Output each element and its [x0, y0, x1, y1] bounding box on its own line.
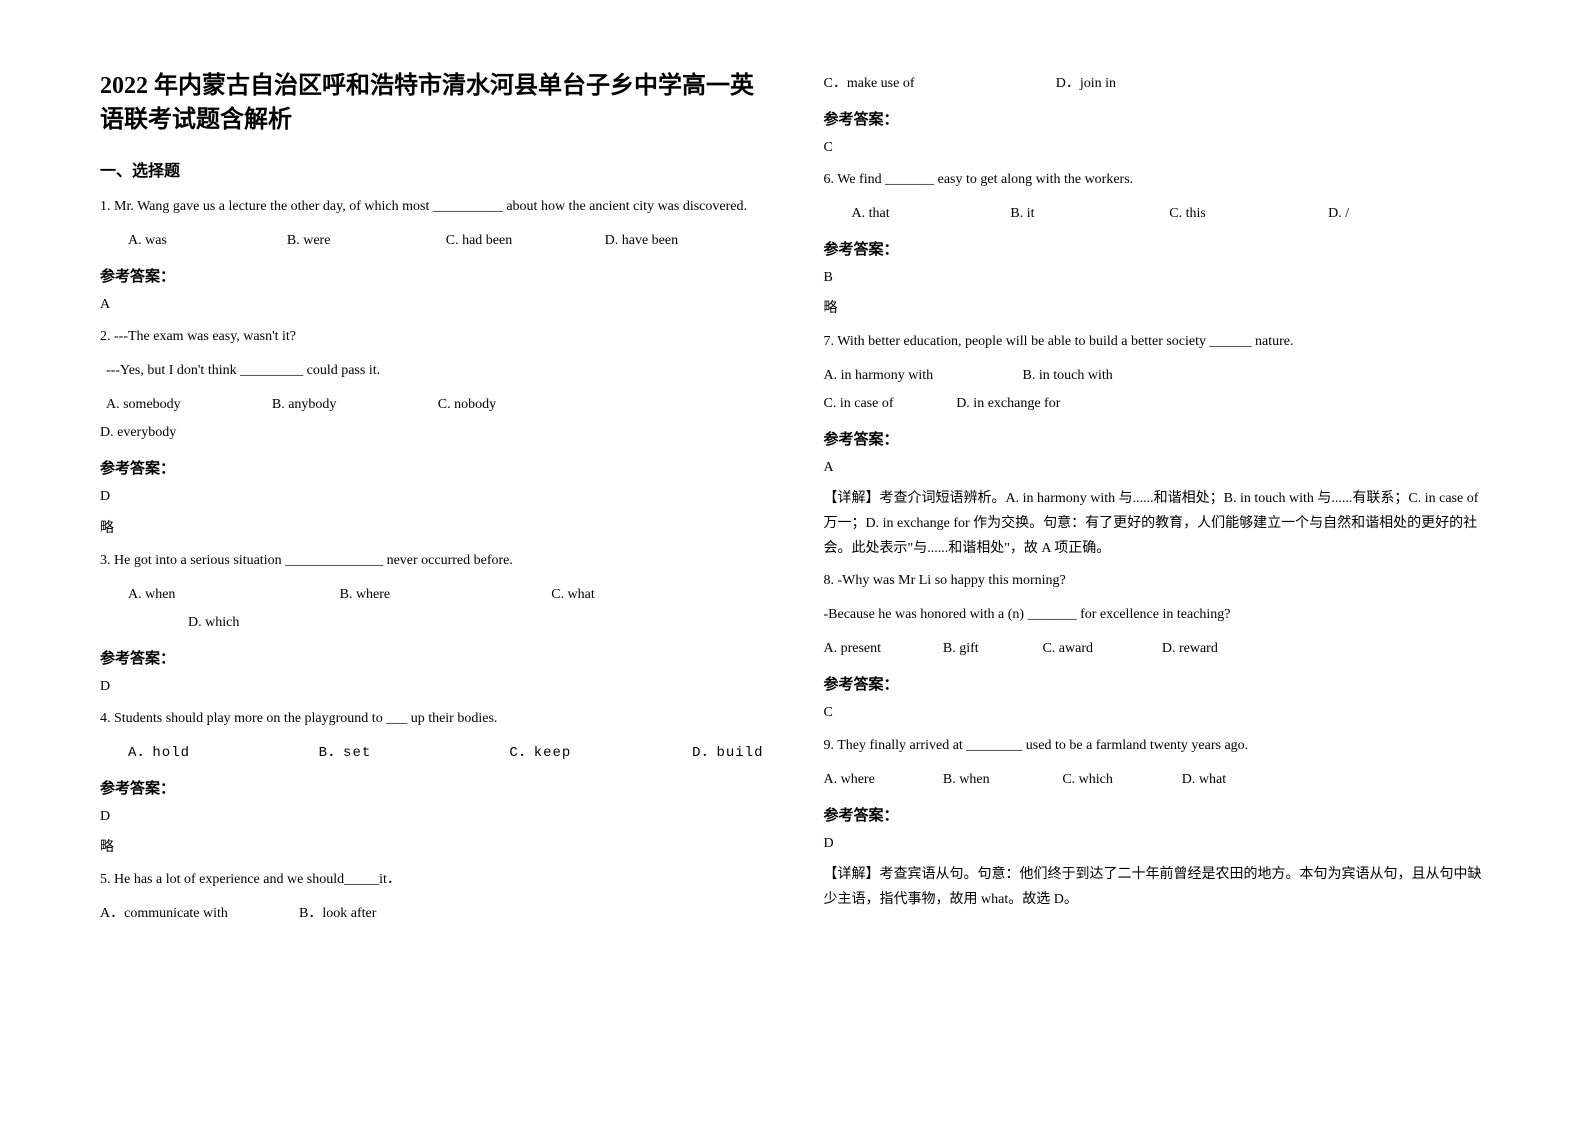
- q2-stem1: 2. ---The exam was easy, wasn't it?: [100, 323, 764, 351]
- q8-opt-b: B. gift: [943, 635, 1043, 663]
- q4-note: 略: [100, 835, 764, 860]
- q8-opt-a: A. present: [824, 635, 943, 663]
- q9-opt-b: B. when: [943, 766, 1062, 794]
- q9-ans-label: 参考答案：: [824, 804, 1488, 825]
- q5-opt-b: B．look after: [299, 900, 498, 928]
- q9-ans: D: [824, 831, 1488, 856]
- q3-opt-b: B. where: [340, 581, 552, 609]
- q7-exp: 【详解】考查介词短语辨析。A. in harmony with 与......和…: [824, 486, 1488, 562]
- q4-opt-c: C．keep: [509, 739, 636, 767]
- q9-opt-a: A. where: [824, 766, 943, 794]
- q3-opt-c: C. what: [551, 581, 763, 609]
- q7-stem: 7. With better education, people will be…: [824, 328, 1488, 356]
- q7-opt-d: D. in exchange for: [956, 390, 1155, 418]
- q7-opt-b: B. in touch with: [1023, 362, 1222, 390]
- q3-opt-a: A. when: [128, 581, 340, 609]
- q8-options: A. present B. gift C. award D. reward: [824, 635, 1488, 663]
- q5-opt-a: A．communicate with: [100, 900, 299, 928]
- q3-stem: 3. He got into a serious situation _____…: [100, 547, 764, 575]
- q2-opt-d: D. everybody: [100, 419, 266, 447]
- q1-opt-b: B. were: [287, 227, 446, 255]
- q1-opt-d: D. have been: [605, 227, 764, 255]
- q3-opt-d: D. which: [128, 609, 400, 637]
- q6-opt-b: B. it: [1010, 200, 1169, 228]
- q8-opt-d: D. reward: [1162, 635, 1281, 663]
- q6-ans-label: 参考答案：: [824, 238, 1488, 259]
- q6-opt-a: A. that: [852, 200, 1011, 228]
- q2-ans: D: [100, 484, 764, 509]
- q5-options-row2: C．make use of D．join in: [824, 70, 1488, 98]
- q9-opt-c: C. which: [1062, 766, 1181, 794]
- q4-options: A．hold B．set C．keep D．build: [100, 739, 764, 767]
- q5-ans-label: 参考答案：: [824, 108, 1488, 129]
- q7-options-row1: A. in harmony with B. in touch with: [824, 362, 1488, 390]
- q2-opt-c: C. nobody: [438, 391, 604, 419]
- q1-stem: 1. Mr. Wang gave us a lecture the other …: [100, 193, 764, 221]
- q4-ans-label: 参考答案：: [100, 777, 764, 798]
- q6-opt-d: D. /: [1328, 200, 1487, 228]
- q5-options-row1: A．communicate with B．look after: [100, 900, 764, 928]
- q8-opt-c: C. award: [1042, 635, 1161, 663]
- q5-stem: 5. He has a lot of experience and we sho…: [100, 866, 764, 894]
- q3-ans: D: [100, 674, 764, 699]
- q6-stem: 6. We find _______ easy to get along wit…: [824, 166, 1488, 194]
- q8-stem2: -Because he was honored with a (n) _____…: [824, 601, 1488, 629]
- q4-ans: D: [100, 804, 764, 829]
- q3-ans-label: 参考答案：: [100, 647, 764, 668]
- right-column: C．make use of D．join in 参考答案： C 6. We fi…: [824, 70, 1488, 928]
- q2-opt-b: B. anybody: [272, 391, 438, 419]
- document-title: 2022 年内蒙古自治区呼和浩特市清水河县单台子乡中学高一英语联考试题含解析: [100, 70, 764, 137]
- q1-opt-c: C. had been: [446, 227, 605, 255]
- q5-opt-d: D．join in: [1056, 70, 1288, 98]
- q7-options-row2: C. in case of D. in exchange for: [824, 390, 1488, 418]
- q7-ans: A: [824, 455, 1488, 480]
- q7-opt-c: C. in case of: [824, 390, 957, 418]
- q1-ans: A: [100, 292, 764, 317]
- q4-opt-d: D．build: [636, 739, 763, 767]
- q6-ans: B: [824, 265, 1488, 290]
- q1-options: A. was B. were C. had been D. have been: [100, 227, 764, 255]
- q6-note: 略: [824, 296, 1488, 321]
- left-column: 2022 年内蒙古自治区呼和浩特市清水河县单台子乡中学高一英语联考试题含解析 一…: [100, 70, 764, 928]
- page: 2022 年内蒙古自治区呼和浩特市清水河县单台子乡中学高一英语联考试题含解析 一…: [0, 0, 1587, 968]
- q1-opt-a: A. was: [128, 227, 287, 255]
- q2-ans-label: 参考答案：: [100, 457, 764, 478]
- q2-note: 略: [100, 516, 764, 541]
- q9-exp: 【详解】考查宾语从句。句意：他们终于到达了二十年前曾经是农田的地方。本句为宾语从…: [824, 862, 1488, 912]
- q6-options: A. that B. it C. this D. /: [824, 200, 1488, 228]
- q2-opt-a: A. somebody: [100, 391, 272, 419]
- q1-ans-label: 参考答案：: [100, 265, 764, 286]
- q7-opt-a: A. in harmony with: [824, 362, 1023, 390]
- q8-stem1: 8. -Why was Mr Li so happy this morning?: [824, 567, 1488, 595]
- q2-options: A. somebody B. anybody C. nobody D. ever…: [100, 391, 764, 447]
- q4-opt-b: B．set: [319, 739, 510, 767]
- q4-stem: 4. Students should play more on the play…: [100, 705, 764, 733]
- q7-ans-label: 参考答案：: [824, 428, 1488, 449]
- q2-stem2: ---Yes, but I don't think _________ coul…: [106, 357, 764, 385]
- q9-options: A. where B. when C. which D. what: [824, 766, 1488, 794]
- section-heading: 一、选择题: [100, 157, 764, 181]
- q4-opt-a: A．hold: [100, 739, 319, 767]
- q8-ans: C: [824, 700, 1488, 725]
- q5-ans: C: [824, 135, 1488, 160]
- q9-stem: 9. They finally arrived at ________ used…: [824, 732, 1488, 760]
- q5-opt-c: C．make use of: [824, 70, 1056, 98]
- q3-options: A. when B. where C. what D. which: [100, 581, 764, 637]
- q6-opt-c: C. this: [1169, 200, 1328, 228]
- q8-ans-label: 参考答案：: [824, 673, 1488, 694]
- q9-opt-d: D. what: [1182, 766, 1301, 794]
